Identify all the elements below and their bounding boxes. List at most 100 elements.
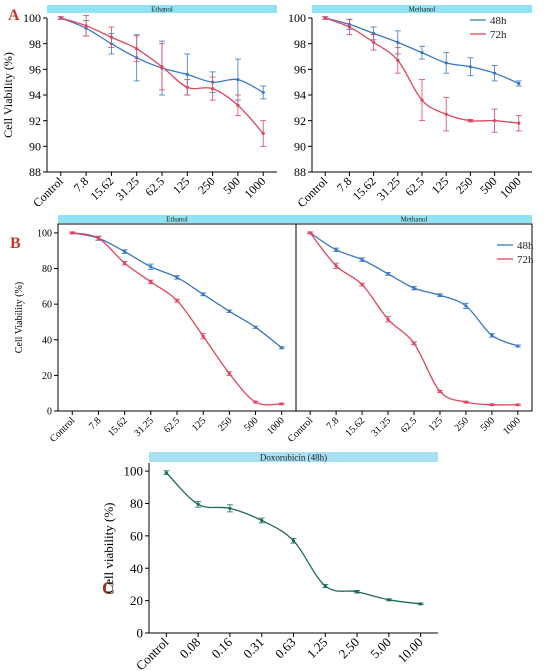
x-tick-label: 5.00 [367,635,394,662]
data-point [227,309,231,313]
data-point [334,248,338,252]
x-tick-label: 15.62 [344,415,368,439]
data-point [211,86,215,91]
plot-frame [57,223,297,412]
x-tick-label: 2.50 [336,635,363,662]
data-point [347,25,351,29]
x-tick-label: 125 [427,415,445,433]
data-point [228,506,232,510]
x-tick-label: Control [286,415,316,445]
x-tick-label: 62.5 [402,174,427,199]
x-tick-label: 31.25 [369,415,393,439]
x-tick-label: 1.25 [304,635,331,662]
title-strip [312,5,532,13]
x-tick-label: 62.5 [399,415,419,435]
y-tick-label: 98 [294,37,306,51]
data-point [444,61,448,65]
y-tick-label: 0 [137,626,144,641]
y-tick-label: 60 [130,528,143,543]
title-strip [58,215,296,223]
legend-label: 72h [517,254,534,266]
data-point [261,131,265,136]
data-point [412,341,416,345]
data-point [280,402,284,406]
data-point [420,51,424,55]
y-tick-label: 80 [130,496,143,511]
data-point [490,333,494,337]
y-tick-label: 100 [288,11,306,25]
data-point [236,103,240,107]
x-tick-label: 0.08 [177,635,204,662]
x-tick-label: 31.25 [374,174,403,203]
data-point [464,400,468,404]
data-point [70,231,74,235]
y-tick-label: 96 [294,63,306,77]
x-tick-label: 7.8 [87,415,104,432]
y-tick-label: 92 [294,114,306,128]
data-point [196,502,200,506]
series-line [72,232,282,406]
y-tick-label: 88 [29,165,41,179]
y-tick-label: 60 [42,300,52,311]
chart-title: Methanol [401,216,428,224]
data-point [323,584,327,588]
data-point [59,16,63,20]
data-point [517,81,521,86]
x-tick-label: 125 [190,415,208,433]
x-tick-label: Control [48,415,78,445]
x-tick-label: 1000 [265,415,287,437]
x-tick-label: 15.62 [88,174,117,203]
data-point [516,344,520,348]
data-point [253,400,258,404]
y-tick-label: 96 [29,63,41,77]
y-tick-label: 92 [29,114,41,128]
y-tick-label: 90 [294,140,306,154]
chart-title: Doxorubicin (48h) [260,453,327,463]
x-tick-label: 500 [242,415,260,433]
data-point [123,261,127,265]
data-point [96,236,101,240]
data-point [160,65,164,69]
y-tick-label: 40 [42,335,52,346]
y-tick-label: 40 [130,561,143,576]
data-point [135,47,139,51]
data-point [412,286,416,290]
y-tick-label: 94 [29,88,41,102]
x-tick-label: 0.31 [240,635,267,662]
chart-b-ethanol: Ethanol 0 20 40 60 80 100 Control 7.8 15.62 31.25 6… [10,215,297,445]
data-point [84,24,88,28]
data-point [280,346,284,350]
data-point [516,403,520,407]
x-tick-label: 1000 [501,415,523,437]
x-tick-label: 250 [195,174,218,197]
panel-letter: C [102,578,115,598]
data-point [387,598,391,602]
x-tick-label: 250 [216,415,234,433]
x-tick-label: 62.5 [142,174,167,199]
data-point [419,602,423,606]
y-tick-label: 100 [23,11,41,25]
data-point [438,389,442,394]
chart-b-methanol: Methanol Control 7.8 15.62 31.25 62.5 125 250 50… [286,215,534,445]
x-tick-label: 250 [453,415,471,433]
x-tick-label: 500 [220,174,243,197]
y-axis-label: Cell viability (%) [101,503,116,594]
x-tick-label: 500 [479,415,497,433]
data-point [493,71,497,75]
legend-label: 48h [490,15,507,27]
x-tick-label: 15.62 [350,174,379,203]
data-point [438,293,442,297]
panel-letter: B [10,235,21,252]
data-point [201,334,205,338]
axes-lines [148,463,438,634]
y-tick-label: 20 [130,593,143,608]
data-point [468,119,472,123]
series-line [309,232,518,406]
data-point [185,85,189,89]
x-tick-label: 250 [453,174,476,197]
y-tick-label: 88 [294,165,306,179]
data-point [372,31,376,35]
data-point [468,65,472,69]
data-point [236,78,240,82]
